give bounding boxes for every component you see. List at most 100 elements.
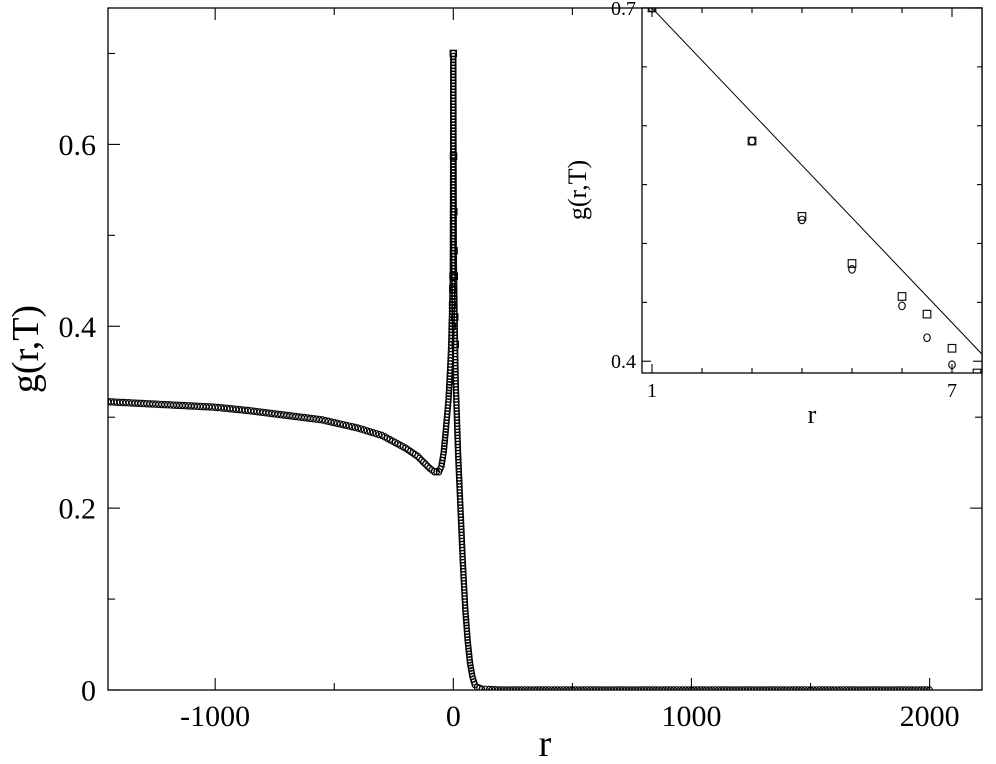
main-plot: -1000 0 1000 2000 0 0.2 0.4 0.6 r g(r,T) [5,7,983,764]
main-point-circle [274,410,281,418]
main-point-circle [333,419,341,428]
main-point-circle [463,621,470,630]
inset-fit-line [651,8,982,355]
main-point-circle [416,454,423,463]
main-point-circle [478,685,486,690]
inset-y-tick-label: 0.4 [611,351,636,373]
main-point-circle [357,425,365,433]
main-point-circle [271,410,278,418]
main-point-circle [463,624,471,633]
main-y-tick-label: 0.4 [59,311,97,344]
main-point-circle [298,413,305,422]
main-point-circle [463,630,471,638]
main-point-circle [442,428,449,436]
main-x-tick-label: -1000 [180,700,250,733]
main-point-circle [375,430,383,439]
main-point-circle [463,618,470,627]
main-point-circle [313,415,320,423]
main-point-square [450,313,459,321]
main-point-circle [414,452,421,461]
main-point-circle [342,421,350,430]
main-x-tick-label: 0 [446,700,461,733]
inset-point-circle [923,333,931,343]
main-data-points [108,49,933,690]
main-point-circle [446,378,453,386]
inset-point-circle [948,360,956,370]
main-point-circle [345,422,353,430]
inset-point-square [847,259,857,268]
main-y-tick-label: 0.6 [59,129,97,162]
main-point-circle [445,389,453,398]
main-point-circle [280,411,287,419]
inset-x-tick-label: 1 [647,380,657,402]
main-point-circle [348,422,356,431]
main-point-circle [292,412,299,421]
inset-x-axis-title: r [808,400,817,429]
main-point-circle [330,418,338,427]
inset-plot-frame [641,7,983,374]
main-point-square [448,322,457,331]
main-point-circle [446,381,453,389]
main-point-square [451,340,459,349]
main-point-circle [256,408,264,416]
main-point-circle [366,427,374,436]
main-point-square [450,247,458,255]
main-point-circle [462,613,470,621]
main-x-axis-title: r [539,723,552,764]
main-point-circle [289,412,296,420]
main-x-tick-label: 1000 [661,700,721,733]
inset-point-square [972,368,982,373]
main-point-circle [277,410,284,419]
main-point-circle [462,607,469,615]
main-point-circle [262,408,270,417]
main-point-circle [265,409,273,417]
inset-y-axis-title: g(r,T) [563,160,592,220]
main-point-circle [319,416,326,424]
main-point-circle [369,428,377,437]
main-point-circle [247,407,255,415]
main-point-circle [445,386,453,395]
main-y-axis-title: g(r,T) [5,305,47,393]
main-point-circle [372,429,380,438]
main-point-circle [295,413,302,421]
main-point-circle [322,416,329,425]
main-point-circle [430,468,438,476]
main-point-circle [441,442,448,450]
inset-point-square [897,292,907,301]
main-x-ticks: -1000 0 1000 2000 [180,8,960,733]
main-point-circle [325,417,332,426]
main-point-square [450,207,458,216]
main-point-circle [923,686,930,690]
main-point-square [450,272,459,281]
main-point-circle [420,458,427,466]
main-point-circle [462,615,470,624]
main-point-circle [418,456,425,464]
main-point-circle [440,448,448,456]
main-y-ticks: 0 0.2 0.4 0.6 [59,52,982,708]
main-y-tick-label: 0 [81,675,96,708]
inset-point-square [797,212,807,221]
main-point-circle [327,418,335,426]
main-point-square [449,285,457,293]
main-point-circle [441,436,449,445]
main-point-circle [445,383,453,392]
inset-point-square [947,343,957,353]
main-point-square [448,301,457,310]
main-point-circle [310,415,317,423]
main-point-circle [339,420,347,429]
main-point-circle [283,411,290,420]
main-point-circle [441,433,449,442]
inset-x-tick-label: 7 [947,380,957,402]
main-point-circle [250,407,258,415]
main-point-circle [462,610,469,618]
main-y-tick-label: 0.2 [59,493,97,526]
main-point-circle [354,424,362,432]
main-point-circle [464,633,471,641]
main-point-circle [476,684,483,690]
inset-point-circle [748,136,756,146]
inset-point-circle [798,215,806,225]
main-point-circle [422,460,429,468]
